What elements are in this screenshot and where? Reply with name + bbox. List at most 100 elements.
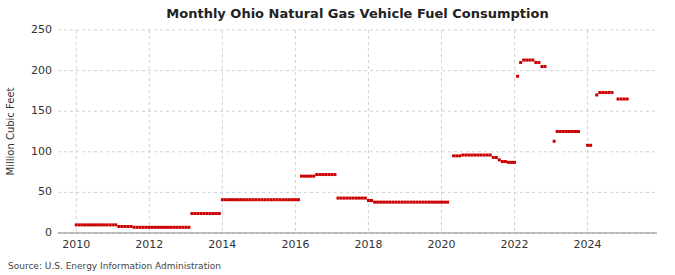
point xyxy=(513,161,516,164)
point xyxy=(540,65,543,68)
point xyxy=(114,223,117,226)
point xyxy=(489,154,492,157)
point xyxy=(510,161,513,164)
x-tick-label: 2018 xyxy=(354,238,382,251)
point xyxy=(130,225,133,228)
point xyxy=(105,223,108,226)
point xyxy=(477,154,480,157)
point xyxy=(254,198,257,201)
y-grid-line xyxy=(58,30,657,31)
point xyxy=(276,198,279,201)
point xyxy=(196,212,199,215)
point xyxy=(324,173,327,176)
point xyxy=(385,201,388,204)
point xyxy=(297,198,300,201)
point xyxy=(623,98,626,101)
point xyxy=(309,175,312,178)
point xyxy=(379,201,382,204)
point xyxy=(263,198,266,201)
point xyxy=(139,226,142,229)
point xyxy=(458,154,461,157)
point xyxy=(239,198,242,201)
point xyxy=(413,201,416,204)
x-grid-line xyxy=(222,30,223,233)
point xyxy=(519,61,522,64)
point xyxy=(617,98,620,101)
point xyxy=(120,225,123,228)
point xyxy=(181,226,184,229)
point xyxy=(148,226,151,229)
point xyxy=(230,198,233,201)
point xyxy=(315,173,318,176)
y-tick-label: 100 xyxy=(31,145,52,158)
point xyxy=(428,201,431,204)
point xyxy=(373,201,376,204)
point xyxy=(288,198,291,201)
point xyxy=(419,201,422,204)
point xyxy=(300,175,303,178)
point xyxy=(285,198,288,201)
point xyxy=(571,130,574,133)
x-grid-line xyxy=(295,30,296,233)
x-tick-label: 2022 xyxy=(501,238,529,251)
point xyxy=(187,226,190,229)
point xyxy=(251,198,254,201)
point xyxy=(483,154,486,157)
y-tick-label: 250 xyxy=(31,23,52,36)
point xyxy=(537,61,540,64)
point xyxy=(157,226,160,229)
point xyxy=(397,201,400,204)
point xyxy=(434,201,437,204)
x-grid-line xyxy=(514,30,515,233)
point xyxy=(260,198,263,201)
point xyxy=(142,226,145,229)
point xyxy=(282,198,285,201)
x-tick-label: 2012 xyxy=(135,238,163,251)
y-tick-label: 200 xyxy=(31,64,52,77)
point xyxy=(486,154,489,157)
point xyxy=(388,201,391,204)
point xyxy=(236,198,239,201)
point xyxy=(495,156,498,159)
point xyxy=(93,223,96,226)
point xyxy=(391,201,394,204)
point xyxy=(203,212,206,215)
chart: 0501001502002502010201220142016201820202… xyxy=(0,0,675,275)
point xyxy=(367,199,370,202)
point xyxy=(87,223,90,226)
point xyxy=(245,198,248,201)
point xyxy=(586,144,589,147)
point xyxy=(75,223,78,226)
point xyxy=(595,93,598,96)
point xyxy=(574,130,577,133)
point xyxy=(78,223,81,226)
point xyxy=(209,212,212,215)
point xyxy=(166,226,169,229)
x-grid-line xyxy=(149,30,150,233)
point xyxy=(610,91,613,94)
point xyxy=(480,154,483,157)
y-tick-label: 150 xyxy=(31,104,52,117)
point xyxy=(516,75,519,78)
point xyxy=(96,223,99,226)
point xyxy=(556,130,559,133)
point xyxy=(200,212,203,215)
point xyxy=(620,98,623,101)
point xyxy=(492,156,495,159)
title: Monthly Ohio Natural Gas Vehicle Fuel Co… xyxy=(166,6,548,21)
point xyxy=(327,173,330,176)
point xyxy=(337,197,340,200)
point xyxy=(117,225,120,228)
point xyxy=(352,197,355,200)
point xyxy=(425,201,428,204)
point xyxy=(601,91,604,94)
y-tick-label: 50 xyxy=(38,185,52,198)
point xyxy=(312,175,315,178)
point xyxy=(123,225,126,228)
point xyxy=(306,175,309,178)
point xyxy=(172,226,175,229)
point xyxy=(364,197,367,200)
point xyxy=(589,144,592,147)
y-grid-line xyxy=(58,233,657,234)
point xyxy=(376,201,379,204)
